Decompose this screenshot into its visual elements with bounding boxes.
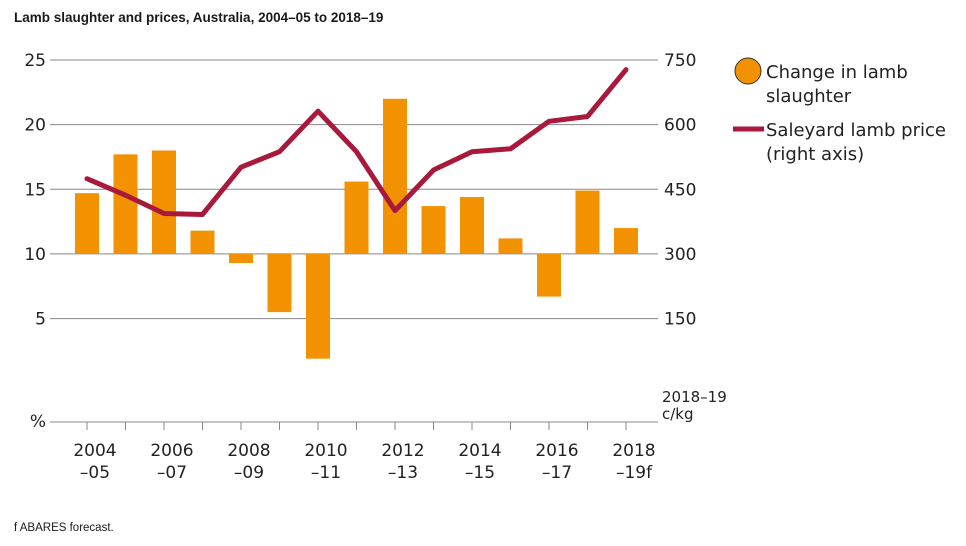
left-tick-label: 25 — [24, 51, 46, 71]
legend-marker-bars — [734, 57, 762, 85]
price-line — [84, 67, 629, 217]
bar — [460, 197, 484, 254]
line-series — [84, 67, 629, 217]
bar — [306, 253, 330, 359]
bar — [113, 154, 138, 254]
right-tick-label: 600 — [664, 116, 696, 136]
legend-label-bars-line2: slaughter — [766, 86, 852, 107]
left-tick-label: 20 — [24, 116, 46, 136]
bar — [383, 98, 407, 254]
bar — [537, 253, 561, 297]
x-tick-label-suffix: –13 — [388, 463, 418, 483]
bar — [614, 228, 638, 254]
bar — [575, 190, 600, 254]
bar — [229, 253, 253, 263]
right-tick-label: 300 — [664, 245, 696, 265]
left-axis-unit: % — [30, 412, 46, 432]
right-tick-label: 750 — [664, 51, 696, 71]
x-tick-label-suffix: –11 — [311, 463, 341, 483]
legend-label-line-line2: (right axis) — [766, 144, 864, 165]
x-tick-label-suffix: –15 — [465, 463, 495, 483]
right-axis-unit: c/kg — [662, 405, 694, 423]
bar — [267, 253, 292, 313]
axes: 5 150 10 300 15 450 20 600 25 750% 2018–19c/kg 2004… — [24, 51, 726, 483]
chart-title: Lamb slaughter and prices, Australia, 20… — [14, 10, 384, 25]
legend-label-bars: Change in lamb — [766, 62, 908, 83]
left-tick-label: 5 — [35, 310, 46, 330]
left-tick-label: 10 — [24, 245, 46, 265]
legend-label-line: Saleyard lamb price — [766, 120, 946, 141]
x-tick-label-year: 2006 — [150, 441, 193, 461]
x-tick-label-year: 2018 — [612, 441, 655, 461]
x-tick-label-suffix: –09 — [234, 463, 264, 483]
legend: Change in lamb slaughter Saleyard lamb pri… — [733, 57, 946, 165]
x-tick-label-year: 2008 — [227, 441, 270, 461]
bar-series — [75, 98, 638, 359]
x-tick-label-year: 2012 — [381, 441, 424, 461]
x-tick-label-year: 2014 — [458, 441, 501, 461]
x-tick-label-year: 2004 — [73, 441, 116, 461]
left-tick-label: 15 — [24, 180, 46, 200]
x-tick-label-year: 2010 — [304, 441, 347, 461]
bar — [190, 230, 215, 254]
x-tick-label-suffix: –19f — [616, 463, 653, 483]
footnote: f ABARES forecast. — [14, 522, 114, 534]
right-tick-label: 150 — [664, 310, 696, 330]
right-axis-unit-year: 2018–19 — [662, 388, 727, 406]
bar — [498, 238, 523, 254]
bar — [152, 150, 176, 254]
x-tick-label-suffix: –17 — [542, 463, 572, 483]
x-tick-label-suffix: –07 — [157, 463, 187, 483]
bar — [421, 206, 446, 254]
bar — [344, 181, 369, 254]
right-tick-label: 450 — [664, 180, 696, 200]
x-tick-label-year: 2016 — [535, 441, 578, 461]
bar — [75, 193, 99, 254]
x-tick-label-suffix: –05 — [80, 463, 110, 483]
